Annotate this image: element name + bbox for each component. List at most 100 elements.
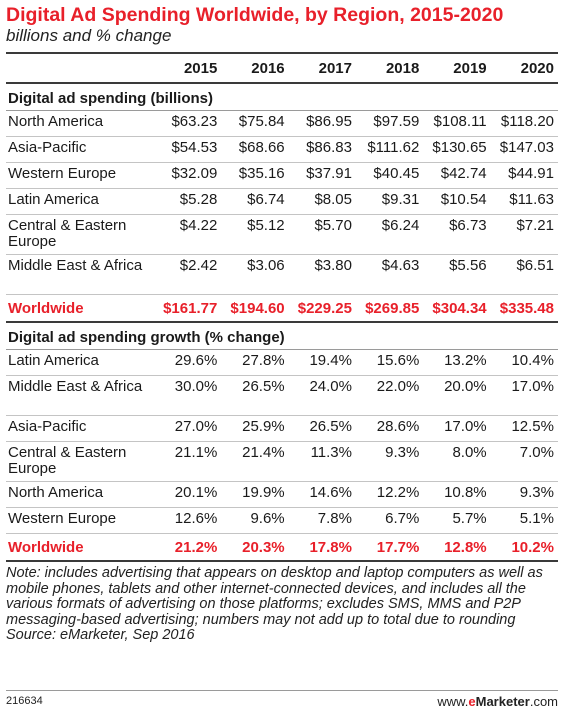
col-header: 2019 (423, 52, 491, 84)
data-cell: 26.5% (288, 415, 356, 442)
data-cell: 20.0% (423, 375, 491, 416)
data-cell: $44.91 (490, 162, 558, 189)
data-cell: $5.56 (423, 254, 491, 295)
data-cell: $2.42 (154, 254, 222, 295)
header-row: 2015 2016 2017 2018 2019 2020 (6, 52, 558, 84)
total-cell: 10.2% (490, 533, 558, 562)
data-cell: 8.0% (423, 441, 491, 482)
row-label: Middle East & Africa (6, 375, 154, 416)
data-cell: $7.21 (490, 214, 558, 255)
total-cell: $304.34 (423, 294, 491, 323)
table-row: Asia-Pacific 27.0% 25.9% 26.5% 28.6% 17.0% 12.… (6, 415, 558, 442)
data-cell: $37.91 (288, 162, 356, 189)
data-cell: 27.0% (154, 415, 222, 442)
row-label: Western Europe (6, 162, 154, 189)
data-cell: 9.3% (355, 441, 424, 482)
row-label: Central & Eastern Europe (6, 441, 154, 482)
data-cell: 7.0% (490, 441, 558, 482)
data-cell: 26.5% (221, 375, 289, 416)
section-label: Digital ad spending growth (% change) (6, 322, 558, 350)
total-label: Worldwide (6, 294, 154, 323)
data-cell: 19.9% (221, 481, 289, 508)
data-cell: 7.8% (288, 507, 356, 534)
col-header: 2017 (288, 52, 356, 84)
data-cell: 21.1% (154, 441, 222, 482)
data-cell: 21.4% (221, 441, 289, 482)
table-row: Latin America 29.6% 27.8% 19.4% 15.6% 13.2% 10… (6, 349, 558, 376)
total-cell: $229.25 (288, 294, 356, 323)
note-text: Note: includes advertising that appears … (6, 565, 543, 628)
total-cell: $194.60 (221, 294, 289, 323)
data-cell: $9.31 (355, 188, 424, 215)
row-label: Asia-Pacific (6, 136, 154, 163)
table-body: Digital ad spending (billions) North Amer… (6, 83, 558, 562)
data-cell: 14.6% (288, 481, 356, 508)
col-header: 2015 (154, 52, 222, 84)
table-row: North America 20.1% 19.9% 14.6% 12.2% 10.8% 9.… (6, 481, 558, 508)
data-cell: $8.05 (288, 188, 356, 215)
total-cell: 17.7% (355, 533, 424, 562)
data-cell: 17.0% (490, 375, 558, 416)
data-cell: $147.03 (490, 136, 558, 163)
col-header: 2020 (490, 52, 558, 84)
data-cell: $35.16 (221, 162, 289, 189)
data-cell: 29.6% (154, 349, 222, 376)
source-text: Source: eMarketer, Sep 2016 (6, 627, 195, 643)
data-cell: $111.62 (355, 136, 424, 163)
table-row: Middle East & Africa $2.42 $3.06 $3.80 $4.63… (6, 254, 558, 295)
data-cell: $32.09 (154, 162, 222, 189)
data-cell: 5.7% (423, 507, 491, 534)
data-cell: 12.6% (154, 507, 222, 534)
data-table: 2015 2016 2017 2018 2019 2020 Digital ad… (6, 52, 558, 562)
data-cell: $118.20 (490, 110, 558, 137)
row-label: Latin America (6, 349, 154, 376)
data-cell: 9.6% (221, 507, 289, 534)
data-cell: $6.74 (221, 188, 289, 215)
data-cell: $6.24 (355, 214, 424, 255)
data-cell: $42.74 (423, 162, 491, 189)
table-row: Western Europe 12.6% 9.6% 7.8% 6.7% 5.7% 5.1% (6, 507, 558, 534)
figure-id: 216634 (6, 695, 43, 707)
chart-container: Digital Ad Spending Worldwide, by Region… (6, 4, 558, 643)
data-cell: $6.51 (490, 254, 558, 295)
data-cell: $86.83 (288, 136, 356, 163)
data-cell: 13.2% (423, 349, 491, 376)
footer: 216634 www.eMarketer.com (6, 690, 558, 713)
total-cell: $161.77 (154, 294, 222, 323)
data-cell: 15.6% (355, 349, 424, 376)
brand-logo: www.eMarketer.com (437, 694, 558, 709)
data-cell: $54.53 (154, 136, 222, 163)
data-cell: $40.45 (355, 162, 424, 189)
row-label: Middle East & Africa (6, 254, 154, 295)
data-cell: $68.66 (221, 136, 289, 163)
data-cell: $3.80 (288, 254, 356, 295)
data-cell: $4.22 (154, 214, 222, 255)
data-cell: $130.65 (423, 136, 491, 163)
total-cell: 17.8% (288, 533, 356, 562)
data-cell: $11.63 (490, 188, 558, 215)
data-cell: $63.23 (154, 110, 222, 137)
data-cell: $4.63 (355, 254, 424, 295)
data-cell: $5.28 (154, 188, 222, 215)
data-cell: $75.84 (221, 110, 289, 137)
table-row: Middle East & Africa 30.0% 26.5% 24.0% 22.0%… (6, 375, 558, 416)
data-cell: $10.54 (423, 188, 491, 215)
data-cell: 22.0% (355, 375, 424, 416)
data-cell: 12.2% (355, 481, 424, 508)
data-cell: $97.59 (355, 110, 424, 137)
total-label: Worldwide (6, 533, 154, 562)
chart-subtitle: billions and % change (6, 26, 172, 45)
section-header: Digital ad spending growth (% change) (6, 322, 558, 350)
data-cell: 28.6% (355, 415, 424, 442)
table-row: Latin America $5.28 $6.74 $8.05 $9.31 $10.54 $… (6, 188, 558, 215)
data-cell: $5.70 (288, 214, 356, 255)
chart-title: Digital Ad Spending Worldwide, by Region… (6, 4, 504, 26)
data-cell: 9.3% (490, 481, 558, 508)
data-cell: 25.9% (221, 415, 289, 442)
row-label: Asia-Pacific (6, 415, 154, 442)
section-header: Digital ad spending (billions) (6, 83, 558, 111)
total-row: Worldwide 21.2% 20.3% 17.8% 17.7% 12.8% 10.2% (6, 533, 558, 562)
total-cell: 12.8% (423, 533, 491, 562)
data-cell: 30.0% (154, 375, 222, 416)
row-label: Latin America (6, 188, 154, 215)
